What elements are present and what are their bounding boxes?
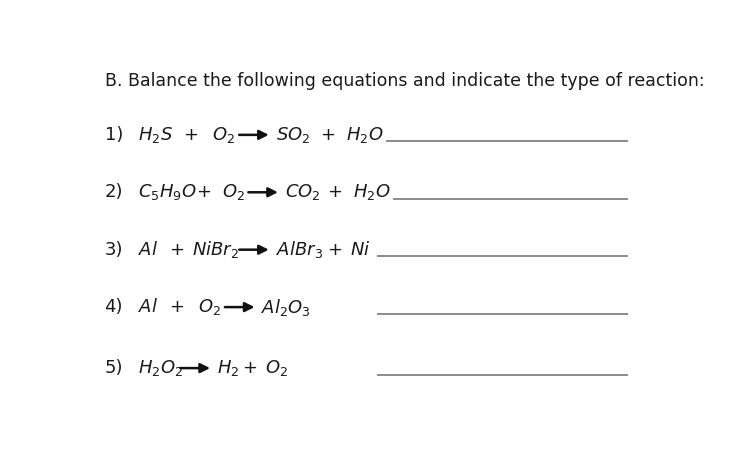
Text: $SO_2$: $SO_2$ (276, 125, 310, 145)
Text: $O_2$: $O_2$ (265, 358, 288, 378)
Text: $Al_2O_3$: $Al_2O_3$ (261, 296, 311, 318)
Text: +: + (169, 240, 184, 259)
Text: +: + (169, 298, 184, 316)
Text: 1): 1) (105, 126, 123, 144)
Text: $H_2O$: $H_2O$ (346, 125, 383, 145)
Text: 2): 2) (105, 183, 123, 201)
Text: 3): 3) (105, 240, 123, 259)
Text: $H_2S$: $H_2S$ (138, 125, 172, 145)
Text: +: + (197, 183, 211, 201)
Text: $Al$: $Al$ (138, 240, 158, 259)
Text: $O_2$: $O_2$ (212, 125, 235, 145)
Text: $AlBr_3$: $AlBr_3$ (276, 239, 322, 260)
Text: 5): 5) (105, 359, 123, 377)
Text: 4): 4) (105, 298, 123, 316)
Text: +: + (183, 126, 198, 144)
Text: +: + (328, 240, 342, 259)
Text: $H_2O_2$: $H_2O_2$ (138, 358, 183, 378)
Text: $O_2$: $O_2$ (197, 297, 221, 317)
Text: $H_2$: $H_2$ (217, 358, 239, 378)
Text: B. Balance the following equations and indicate the type of reaction:: B. Balance the following equations and i… (105, 72, 704, 90)
Text: $O_2$: $O_2$ (222, 182, 245, 202)
Text: $NiBr_2$: $NiBr_2$ (192, 239, 238, 260)
Text: $CO_2$: $CO_2$ (285, 182, 320, 202)
Text: +: + (328, 183, 342, 201)
Text: +: + (320, 126, 335, 144)
Text: $Al$: $Al$ (138, 298, 158, 316)
Text: $Ni$: $Ni$ (350, 240, 371, 259)
Text: +: + (242, 359, 257, 377)
Text: $C_5H_9O$: $C_5H_9O$ (138, 182, 197, 202)
Text: $H_2O$: $H_2O$ (353, 182, 391, 202)
